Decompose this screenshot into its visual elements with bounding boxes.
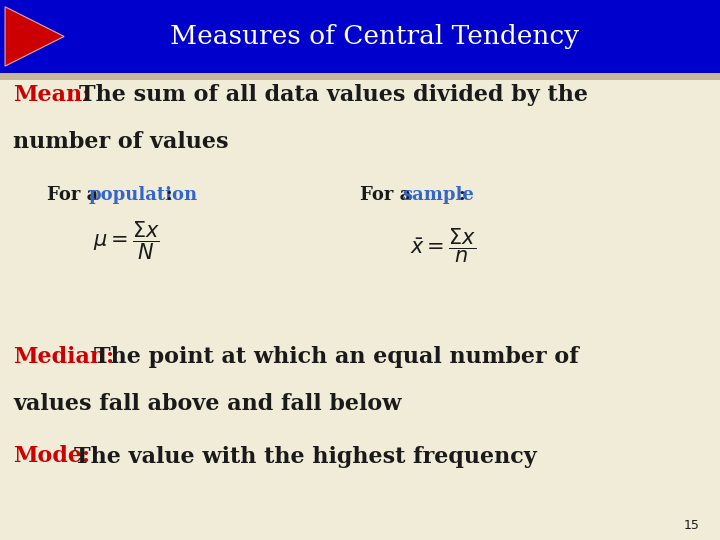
Text: population: population: [89, 186, 198, 204]
Text: values fall above and fall below: values fall above and fall below: [13, 393, 402, 415]
Text: sample: sample: [402, 186, 474, 204]
Text: :: :: [458, 186, 464, 204]
Text: Measures of Central Tendency: Measures of Central Tendency: [170, 24, 579, 49]
Text: Median:: Median:: [13, 346, 114, 368]
Text: $\bar{x} = \dfrac{\Sigma x}{n}$: $\bar{x} = \dfrac{\Sigma x}{n}$: [410, 226, 476, 265]
Text: :: :: [166, 186, 172, 204]
Polygon shape: [5, 6, 64, 66]
Text: Mode:: Mode:: [13, 446, 90, 468]
Text: For a: For a: [47, 186, 104, 204]
Bar: [0, 0, 720, 73]
Text: The point at which an equal number of: The point at which an equal number of: [94, 346, 579, 368]
Text: 15: 15: [684, 519, 700, 532]
Text: For a: For a: [360, 186, 418, 204]
Text: $\mu = \dfrac{\Sigma x}{N}$: $\mu = \dfrac{\Sigma x}{N}$: [93, 219, 159, 261]
Text: number of values: number of values: [13, 131, 228, 153]
Text: The sum of all data values divided by the: The sum of all data values divided by th…: [79, 84, 588, 106]
Bar: [0, 73, 720, 80]
Text: The value with the highest frequency: The value with the highest frequency: [74, 446, 537, 468]
Text: Mean:: Mean:: [13, 84, 90, 106]
